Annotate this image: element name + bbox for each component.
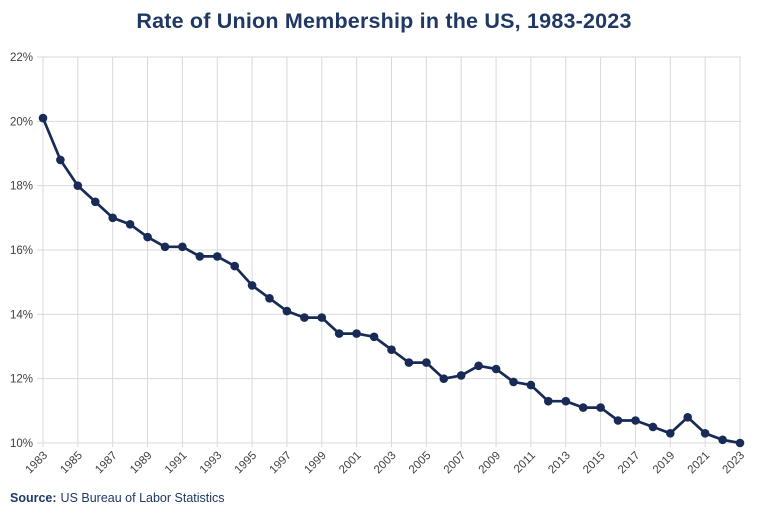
x-axis-tick-label: 1983 bbox=[24, 450, 51, 477]
data-point-1992 bbox=[195, 252, 205, 261]
data-point-2015 bbox=[596, 403, 605, 412]
x-axis-tick-label: 2009 bbox=[477, 450, 504, 477]
x-axis-tick-label: 2011 bbox=[512, 450, 538, 476]
x-axis-tick-label: 1991 bbox=[163, 450, 190, 477]
data-point-1986 bbox=[91, 197, 100, 207]
x-axis-tick-label: 2017 bbox=[616, 450, 643, 477]
data-point-1987 bbox=[108, 213, 117, 223]
source-text: US Bureau of Labor Statistics bbox=[60, 491, 225, 505]
x-axis-tick-label: 1987 bbox=[93, 450, 120, 477]
data-point-1991 bbox=[178, 242, 187, 252]
x-axis-tick-label: 2005 bbox=[407, 450, 434, 477]
data-point-1993 bbox=[213, 252, 222, 261]
data-point-1994 bbox=[230, 261, 239, 271]
y-axis-tick-label: 12% bbox=[10, 374, 33, 386]
data-point-2000 bbox=[334, 329, 344, 338]
x-axis-tick-label: 2003 bbox=[372, 450, 399, 477]
data-point-1996 bbox=[265, 294, 274, 303]
data-point-2003 bbox=[387, 345, 396, 355]
data-point-2001 bbox=[352, 329, 361, 338]
data-point-1998 bbox=[300, 313, 309, 322]
data-point-2017 bbox=[631, 416, 640, 425]
x-axis-tick-label: 1999 bbox=[302, 450, 329, 477]
data-point-2020 bbox=[683, 413, 692, 422]
data-point-1995 bbox=[247, 281, 257, 290]
data-point-1984 bbox=[56, 155, 65, 165]
data-point-2010 bbox=[509, 377, 518, 387]
data-point-2023 bbox=[735, 438, 745, 448]
x-axis-tick-label: 1997 bbox=[267, 450, 294, 477]
data-point-2005 bbox=[422, 358, 431, 367]
x-axis-tick-label: 2013 bbox=[546, 450, 573, 477]
data-point-2014 bbox=[578, 403, 588, 412]
y-axis-tick-label: 10% bbox=[10, 438, 33, 450]
data-point-2004 bbox=[404, 358, 414, 367]
y-axis-tick-label: 16% bbox=[10, 245, 33, 257]
data-point-1997 bbox=[282, 306, 292, 316]
chart-title: Rate of Union Membership in the US, 1983… bbox=[136, 9, 632, 33]
data-point-2018 bbox=[648, 422, 658, 432]
data-point-2009 bbox=[491, 364, 501, 374]
source-line: Source: US Bureau of Labor Statistics bbox=[10, 491, 225, 505]
x-axis-tick-label: 1995 bbox=[233, 450, 260, 477]
x-axis-tick-label: 1989 bbox=[128, 450, 155, 477]
data-point-2021 bbox=[700, 429, 710, 438]
y-axis-tick-label: 14% bbox=[10, 309, 33, 321]
x-axis-tick-label: 1993 bbox=[198, 450, 225, 477]
data-point-1999 bbox=[317, 313, 327, 322]
data-point-1985 bbox=[73, 181, 83, 190]
y-axis-tick-label: 22% bbox=[10, 52, 33, 64]
data-point-2011 bbox=[526, 380, 536, 390]
x-axis-tick-label: 2019 bbox=[651, 450, 678, 477]
data-point-2002 bbox=[369, 332, 379, 342]
x-axis-tick-label: 1985 bbox=[58, 450, 85, 477]
data-point-2006 bbox=[439, 374, 449, 384]
x-axis-tick-label: 2015 bbox=[581, 450, 608, 477]
data-point-2022 bbox=[718, 435, 727, 445]
x-axis-tick-label: 2023 bbox=[721, 450, 748, 477]
data-point-1990 bbox=[160, 242, 170, 252]
data-point-2007 bbox=[456, 371, 466, 380]
source-label: Source: bbox=[10, 491, 57, 505]
data-point-2008 bbox=[474, 361, 483, 371]
data-point-2013 bbox=[561, 396, 571, 406]
data-point-2012 bbox=[544, 396, 553, 406]
data-point-2016 bbox=[613, 416, 623, 425]
y-axis-tick-label: 18% bbox=[10, 181, 33, 193]
x-axis-tick-label: 2007 bbox=[442, 450, 469, 477]
x-axis-tick-label: 2001 bbox=[337, 450, 364, 477]
y-axis-tick-label: 20% bbox=[10, 116, 33, 128]
data-point-1988 bbox=[125, 220, 135, 229]
data-point-2019 bbox=[666, 429, 675, 438]
data-point-1983 bbox=[38, 113, 48, 123]
x-axis-tick-label: 2021 bbox=[686, 450, 713, 477]
data-point-1989 bbox=[143, 232, 152, 242]
